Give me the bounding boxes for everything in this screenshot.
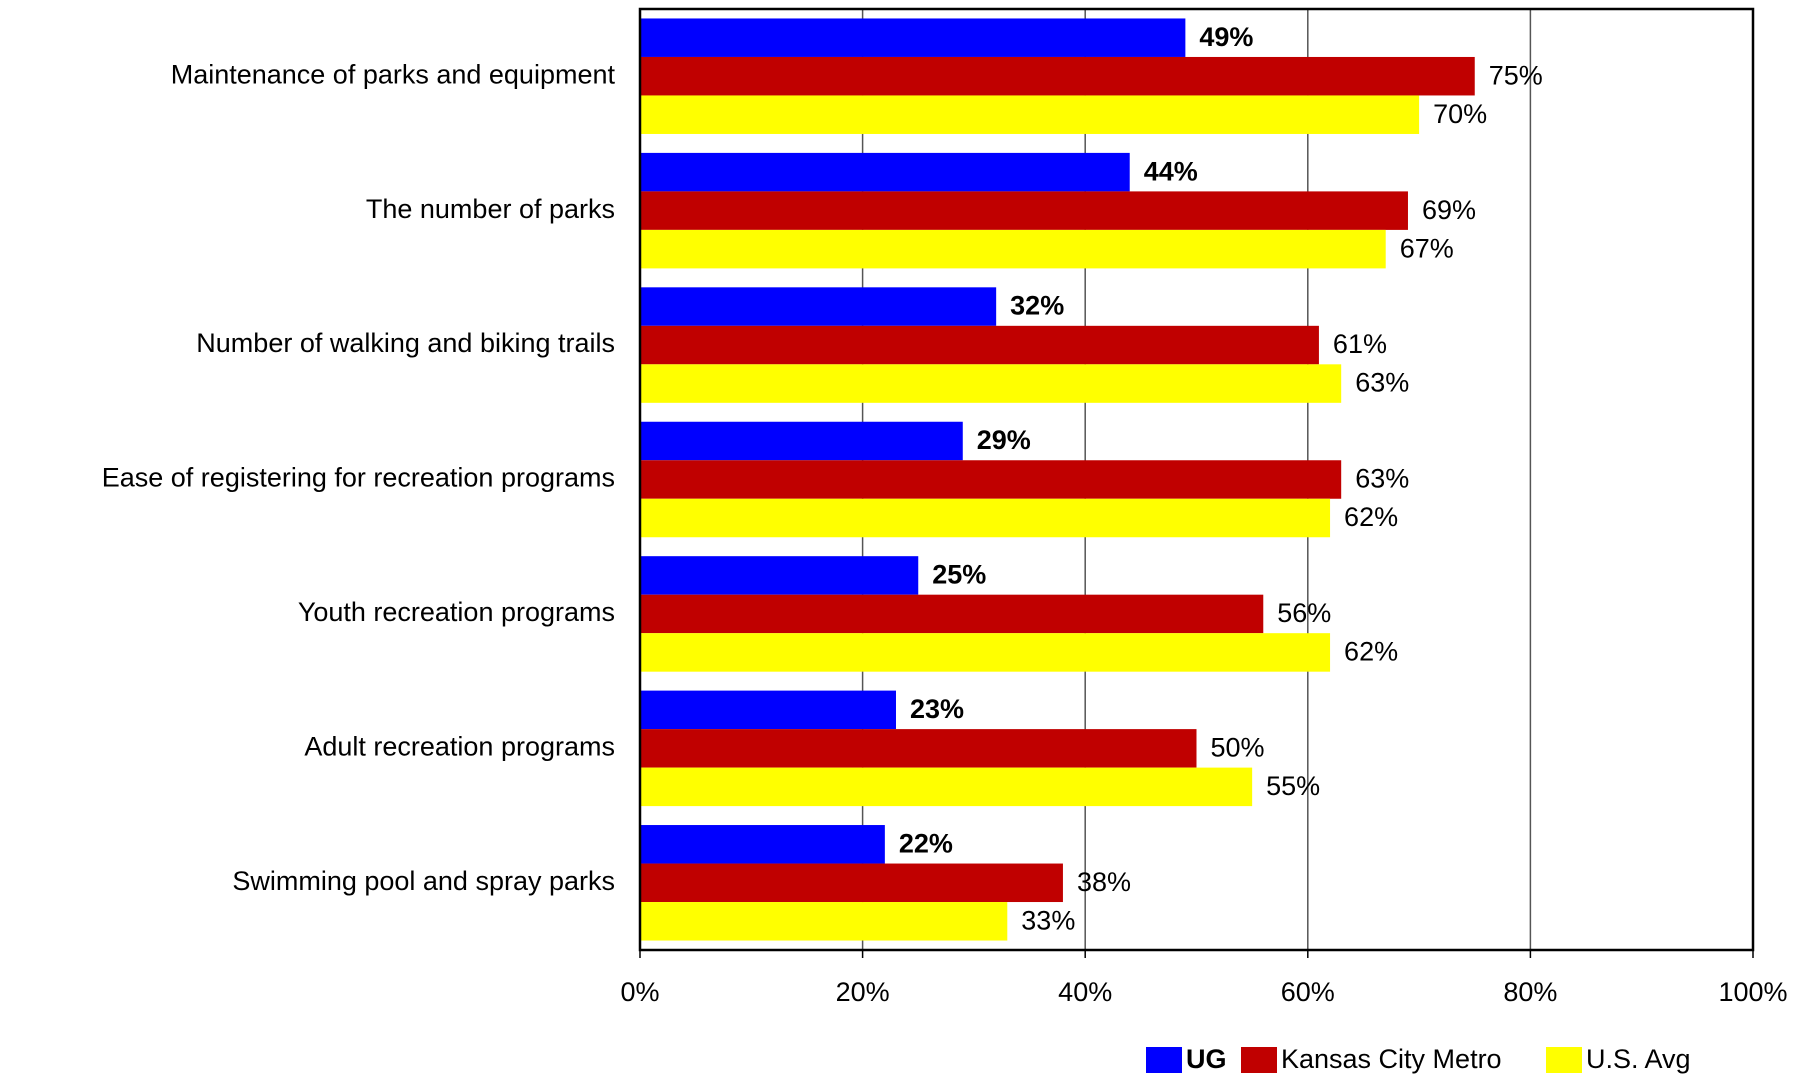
bar (640, 767, 1253, 807)
data-label: 23% (910, 694, 964, 724)
legend-label: UG (1186, 1044, 1227, 1074)
data-label: 44% (1144, 156, 1198, 186)
bar (640, 633, 1331, 672)
bar (640, 498, 1331, 538)
data-label: 67% (1400, 233, 1454, 263)
data-label: 62% (1344, 502, 1398, 532)
bar (640, 902, 1008, 941)
y-tick-label: The number of parks (366, 194, 615, 224)
bar (640, 152, 1130, 192)
x-tick-label: 100% (1718, 977, 1787, 1007)
data-label: 61% (1333, 329, 1387, 359)
legend-swatch (1241, 1047, 1277, 1073)
bar (640, 825, 885, 864)
bar (640, 594, 1264, 634)
data-label: 55% (1266, 771, 1320, 801)
bar (640, 863, 1063, 903)
bar (640, 460, 1342, 499)
data-label: 29% (977, 425, 1031, 455)
data-label: 32% (1010, 291, 1064, 321)
data-label: 69% (1422, 195, 1476, 225)
data-label: 25% (932, 560, 986, 590)
y-tick-label: Youth recreation programs (298, 597, 615, 627)
y-tick-label: Maintenance of parks and equipment (171, 59, 616, 89)
y-tick-label: Swimming pool and spray parks (232, 866, 615, 896)
legend-label: Kansas City Metro (1281, 1044, 1502, 1074)
x-tick-label: 80% (1503, 977, 1557, 1007)
data-label: 50% (1211, 732, 1265, 762)
bar (640, 364, 1342, 403)
legend-swatch (1146, 1047, 1182, 1073)
bar (640, 325, 1319, 365)
y-tick-label: Number of walking and biking trails (196, 328, 615, 358)
y-tick-label: Ease of registering for recreation progr… (102, 463, 615, 493)
data-label: 63% (1355, 368, 1409, 398)
bar (640, 191, 1408, 230)
data-label: 63% (1355, 464, 1409, 494)
data-label: 33% (1021, 905, 1075, 935)
x-tick-label: 60% (1281, 977, 1335, 1007)
x-tick-label: 40% (1058, 977, 1112, 1007)
data-label: 38% (1077, 867, 1131, 897)
data-label: 22% (899, 828, 953, 858)
data-label: 62% (1344, 637, 1398, 667)
bar (640, 287, 997, 326)
data-label: 75% (1489, 60, 1543, 90)
bar (640, 556, 919, 595)
x-tick-label: 0% (620, 977, 659, 1007)
bar (640, 56, 1475, 96)
bar (640, 421, 963, 461)
bar (640, 690, 896, 730)
bar (640, 18, 1186, 57)
x-tick-label: 20% (836, 977, 890, 1007)
legend-label: U.S. Avg (1586, 1044, 1691, 1074)
bar (640, 95, 1420, 134)
data-label: 70% (1433, 99, 1487, 129)
bar (640, 229, 1386, 269)
plot-border (638, 7, 1755, 952)
bar (640, 729, 1197, 768)
legend-swatch (1546, 1047, 1582, 1073)
data-label: 56% (1277, 598, 1331, 628)
y-tick-label: Adult recreation programs (304, 731, 615, 761)
data-label: 49% (1199, 22, 1253, 52)
